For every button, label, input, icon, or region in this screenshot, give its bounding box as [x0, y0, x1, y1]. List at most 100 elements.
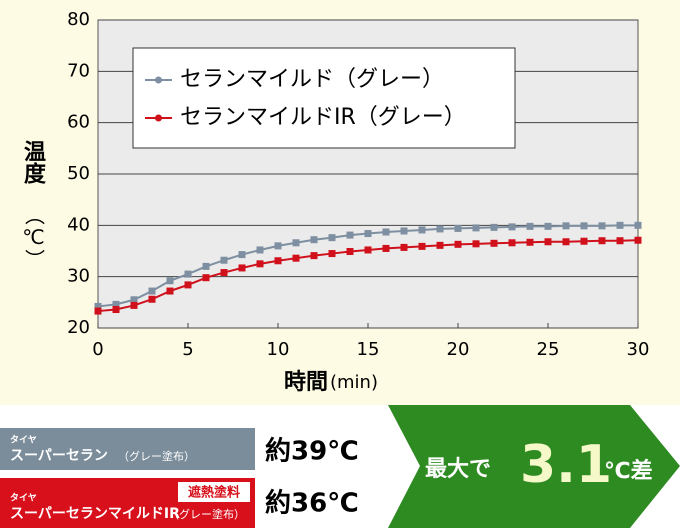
plot: 20 30 40 50 60 70 80 0 5 10 15 20 25 30 — [67, 9, 649, 360]
temp-a: 約39℃ — [265, 436, 359, 467]
marker — [220, 269, 228, 277]
marker — [310, 252, 318, 260]
marker — [274, 242, 282, 250]
marker — [562, 222, 570, 230]
marker — [274, 257, 282, 265]
y-tick-label: 40 — [67, 214, 90, 235]
result-arrow — [388, 405, 680, 528]
marker — [328, 250, 336, 258]
marker — [112, 306, 120, 314]
marker — [382, 244, 390, 252]
marker — [400, 243, 408, 251]
marker — [256, 246, 264, 254]
marker — [454, 240, 462, 248]
marker — [454, 224, 462, 232]
y-tick-label: 50 — [67, 163, 90, 184]
product-a-band — [0, 428, 255, 470]
product-name: スーパーセランマイルドIR — [10, 506, 180, 522]
product-note: （グレー塗布） — [168, 507, 245, 521]
x-tick-label: 10 — [267, 339, 290, 360]
marker — [544, 238, 552, 246]
marker — [166, 287, 174, 295]
y-tick-label: 60 — [67, 112, 90, 133]
marker — [400, 227, 408, 235]
legend-label: セランマイルドIR（グレー） — [180, 105, 466, 130]
y-label: 温度 — [20, 140, 46, 185]
x-tick-label: 30 — [627, 339, 650, 360]
marker — [202, 262, 210, 270]
marker — [472, 240, 480, 248]
marker — [256, 260, 264, 268]
marker — [598, 237, 606, 245]
marker — [202, 274, 210, 282]
marker — [166, 277, 174, 285]
marker — [382, 228, 390, 236]
x-tick-label: 20 — [447, 339, 470, 360]
marker — [148, 287, 156, 295]
marker — [346, 248, 354, 256]
marker — [238, 251, 246, 259]
marker — [292, 239, 300, 247]
product-name: スーパーセラン — [10, 448, 108, 464]
marker — [436, 225, 444, 233]
marker — [490, 223, 498, 231]
marker — [508, 223, 516, 231]
marker — [220, 256, 228, 264]
legend-label: セランマイルド（グレー） — [180, 67, 444, 92]
marker — [328, 234, 336, 242]
badge-box — [178, 482, 250, 502]
marker — [472, 224, 480, 232]
x-label: 時間 — [284, 370, 328, 395]
temp-b: 約36℃ — [265, 488, 359, 519]
marker — [580, 222, 588, 230]
marker — [310, 236, 318, 244]
marker — [184, 270, 192, 278]
marker — [598, 222, 606, 230]
marker — [238, 264, 246, 272]
marker — [94, 302, 102, 310]
legend-entries: セランマイルド（グレー） セランマイルドIR（グレー） — [145, 67, 466, 130]
marker — [184, 281, 192, 289]
marker — [634, 236, 642, 244]
y-tick-label: 30 — [67, 266, 90, 287]
marker — [634, 221, 642, 229]
marker — [418, 226, 426, 234]
marker — [364, 230, 372, 238]
marker — [562, 238, 570, 246]
marker — [508, 239, 516, 247]
prefix: タイヤ — [10, 434, 37, 446]
legend-marker — [155, 114, 162, 122]
marker — [526, 238, 534, 246]
marker — [418, 242, 426, 250]
x-tick-label: 15 — [357, 339, 380, 360]
x-tick-label: 25 — [537, 339, 560, 360]
product-note: （グレー塗布） — [118, 449, 195, 463]
y-tick-label: 20 — [67, 317, 90, 338]
marker — [292, 254, 300, 262]
legend — [132, 47, 516, 149]
marker — [346, 231, 354, 239]
result-lead: 最大で — [425, 457, 491, 482]
prefix: タイヤ — [10, 492, 37, 504]
marker — [436, 241, 444, 249]
marker — [364, 246, 372, 254]
legend-marker — [155, 76, 162, 84]
y-tick-label: 80 — [67, 9, 90, 30]
x-tick-label: 5 — [182, 339, 193, 360]
result-value: 3.1 — [520, 435, 612, 495]
y-tick-label: 70 — [67, 60, 90, 81]
marker — [94, 307, 102, 315]
marker — [544, 222, 552, 230]
result-unit: ℃差 — [604, 458, 653, 484]
marker — [616, 237, 624, 245]
marker — [148, 295, 156, 303]
marker — [580, 237, 588, 245]
marker — [112, 300, 120, 308]
marker — [616, 221, 624, 229]
badge: 遮熱塗料 — [188, 485, 240, 501]
marker — [130, 296, 138, 304]
marker — [526, 222, 534, 230]
marker — [130, 301, 138, 309]
marker — [490, 239, 498, 247]
